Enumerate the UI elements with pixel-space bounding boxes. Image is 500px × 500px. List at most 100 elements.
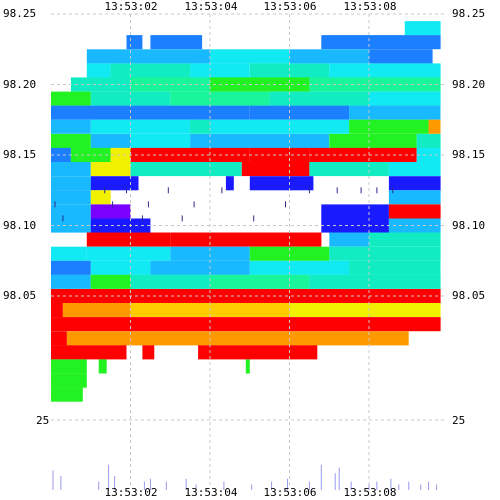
heatmap-cell [150, 260, 250, 275]
volume-axis-label-left: 25 [36, 414, 49, 427]
heatmap-cell [86, 63, 111, 78]
heatmap-cell [210, 274, 310, 289]
heatmap-cell [110, 63, 191, 78]
y-tick-right: 98.05 [452, 289, 485, 302]
heatmap-cell [321, 218, 389, 233]
y-tick-right: 98.10 [452, 219, 485, 232]
heatmap-cell [269, 91, 369, 106]
heatmap-cell [225, 176, 234, 191]
heatmap-cell [51, 331, 67, 346]
volume-bar [436, 484, 438, 490]
heatmap-cell [190, 133, 330, 148]
heatmap-cell [51, 373, 87, 388]
heatmap-cell [388, 218, 441, 233]
heatmap-cell [329, 232, 370, 247]
heatmap-cell [190, 119, 210, 134]
heatmap-cell [110, 147, 131, 162]
volume-bar [408, 481, 410, 490]
y-tick-right: 98.15 [452, 148, 485, 161]
heatmap-cell [51, 359, 87, 374]
heatmap-cell [86, 246, 171, 261]
volume-bar [149, 478, 151, 490]
heatmap-cell [210, 77, 310, 92]
heatmap-cell [142, 345, 155, 360]
heatmap-cell [369, 232, 441, 247]
volume-bar [338, 467, 340, 490]
volume-bar [368, 484, 370, 490]
heatmap-cell [388, 190, 441, 205]
heatmap-cell [90, 260, 151, 275]
volume-bar [271, 481, 273, 490]
volume-bar [398, 484, 400, 490]
heatmap-cell [90, 133, 131, 148]
heatmap-cell [309, 162, 389, 177]
volume-bars [52, 464, 438, 490]
heatmap-cell [349, 119, 429, 134]
heatmap-cell [130, 162, 242, 177]
heatmap-cell [51, 260, 91, 275]
y-tick-left: 98.05 [3, 289, 36, 302]
heatmap-cell [90, 218, 151, 233]
heatmap-cell [309, 274, 441, 289]
heatmap-cell [428, 119, 441, 134]
volume-bar [114, 476, 116, 490]
volume-bar [195, 484, 197, 490]
grid-lines [51, 13, 444, 485]
heatmap-cell [51, 133, 91, 148]
heatmap-cell [51, 176, 91, 191]
heatmap-cell [130, 77, 210, 92]
heatmap-cell [98, 359, 107, 374]
heatmap-cell [349, 105, 441, 120]
volume-bar [223, 481, 225, 490]
heatmap-cell [51, 274, 91, 289]
heatmap-cell [329, 246, 441, 261]
heatmap-cell [170, 91, 270, 106]
heatmap-cell [90, 204, 131, 219]
heatmap-cell [245, 359, 250, 374]
y-tick-left: 98.25 [3, 7, 36, 20]
x-tick-top: 13:53:02 [105, 0, 158, 13]
heatmap-cell [210, 119, 350, 134]
y-tick-left: 98.20 [3, 78, 36, 91]
x-tick-bottom: 13:53:04 [185, 486, 238, 499]
heatmap-cell [51, 147, 71, 162]
heatmap-cell [90, 119, 191, 134]
heatmap-cell [51, 387, 83, 402]
y-tick-right: 98.20 [452, 78, 485, 91]
heatmap-cell [51, 204, 91, 219]
heatmap-cell [51, 246, 87, 261]
volume-bar [350, 481, 352, 490]
heatmap-cell [198, 345, 318, 360]
heatmap-cell [369, 91, 441, 106]
heatmap-cell [329, 63, 441, 78]
y-tick-left: 98.15 [3, 148, 36, 161]
volume-bar [420, 484, 422, 490]
heatmap-cell [126, 35, 143, 50]
heatmap-cell [130, 105, 250, 120]
y-tick-right: 98.25 [452, 7, 485, 20]
heatmap-cell [249, 246, 330, 261]
heatmap-cell [349, 260, 441, 275]
heatmap-cell [388, 162, 441, 177]
heatmap-cell [321, 204, 389, 219]
heatmap-cell [51, 105, 131, 120]
x-tick-top: 13:53:04 [185, 0, 238, 13]
volume-bar [60, 476, 62, 490]
heatmap-cell [86, 49, 139, 64]
volume-bar [308, 481, 310, 490]
heatmap-cell [416, 147, 441, 162]
heatmap-cell [66, 331, 123, 346]
heatmap-cell [249, 260, 350, 275]
x-tick-bottom: 13:53:06 [264, 486, 317, 499]
heatmap-cell [90, 274, 131, 289]
heatmap-cell [170, 246, 250, 261]
volume-bar [185, 478, 187, 490]
x-tick-bottom: 13:53:08 [344, 486, 397, 499]
heatmap-cell [51, 91, 91, 106]
heatmap-cell [210, 49, 290, 64]
heatmap-cell [249, 105, 350, 120]
heatmap-cell [210, 147, 250, 162]
heatmap-cell [62, 303, 131, 318]
heatmap-cell [86, 232, 171, 247]
